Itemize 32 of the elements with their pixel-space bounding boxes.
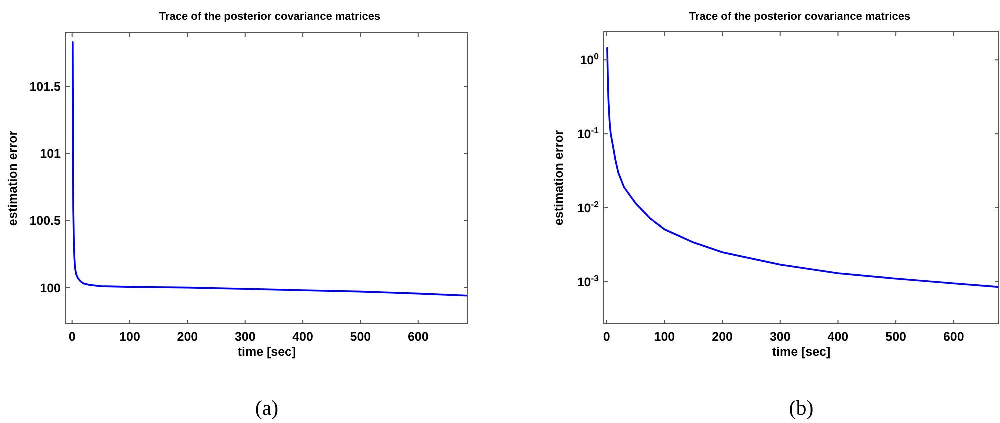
line-series	[606, 47, 999, 288]
text: (a)	[255, 396, 279, 420]
x-axis-title: time [sec]	[238, 345, 296, 359]
chart-title: Trace of the posterior covariance matrices	[159, 11, 381, 23]
x-tick-label: 200	[177, 330, 198, 344]
y-tick-label: 101.5	[30, 80, 62, 94]
y-tick-label: 10$^{-2}$	[577, 200, 600, 216]
y-tick-label: 101	[40, 147, 62, 162]
y-tick-label: 10$^{0}$	[580, 52, 600, 68]
y-axis-title: estimation error	[552, 130, 566, 226]
x-tick-label: 300	[234, 330, 256, 344]
x-tick-label: 600	[408, 330, 429, 344]
x-axis-title: time [sec]	[772, 345, 831, 359]
x-tick-label: 100	[120, 330, 140, 344]
x-tick-label: 300	[770, 330, 791, 344]
x-tick-label: 400	[828, 330, 849, 344]
x-tick-label: 500	[886, 330, 907, 344]
y-tick-label: 100.5	[30, 214, 62, 228]
text: (b)	[789, 396, 814, 420]
chart-title: Trace of the posterior covariance matrices	[689, 11, 911, 23]
x-tick-label: 400	[292, 330, 314, 344]
y-tick-label: 10$^{-1}$	[577, 126, 600, 142]
x-tick-label: 0	[68, 330, 76, 344]
x-tick-label: 200	[712, 330, 734, 344]
x-tick-label: 100	[654, 330, 676, 344]
y-axis-title: estimation error	[6, 130, 20, 226]
x-tick-label: 0	[603, 330, 610, 344]
x-tick-label: 600	[943, 330, 964, 344]
line-series	[72, 41, 468, 297]
y-tick-label: 10$^{-3}$	[577, 273, 600, 290]
y-tick-label: 100	[40, 281, 62, 296]
x-tick-label: 500	[350, 330, 372, 344]
